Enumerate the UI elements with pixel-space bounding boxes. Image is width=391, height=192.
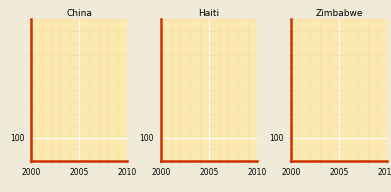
Title: China: China	[66, 9, 92, 18]
Title: Haiti: Haiti	[199, 9, 220, 18]
Title: Zimbabwe: Zimbabwe	[315, 9, 363, 18]
